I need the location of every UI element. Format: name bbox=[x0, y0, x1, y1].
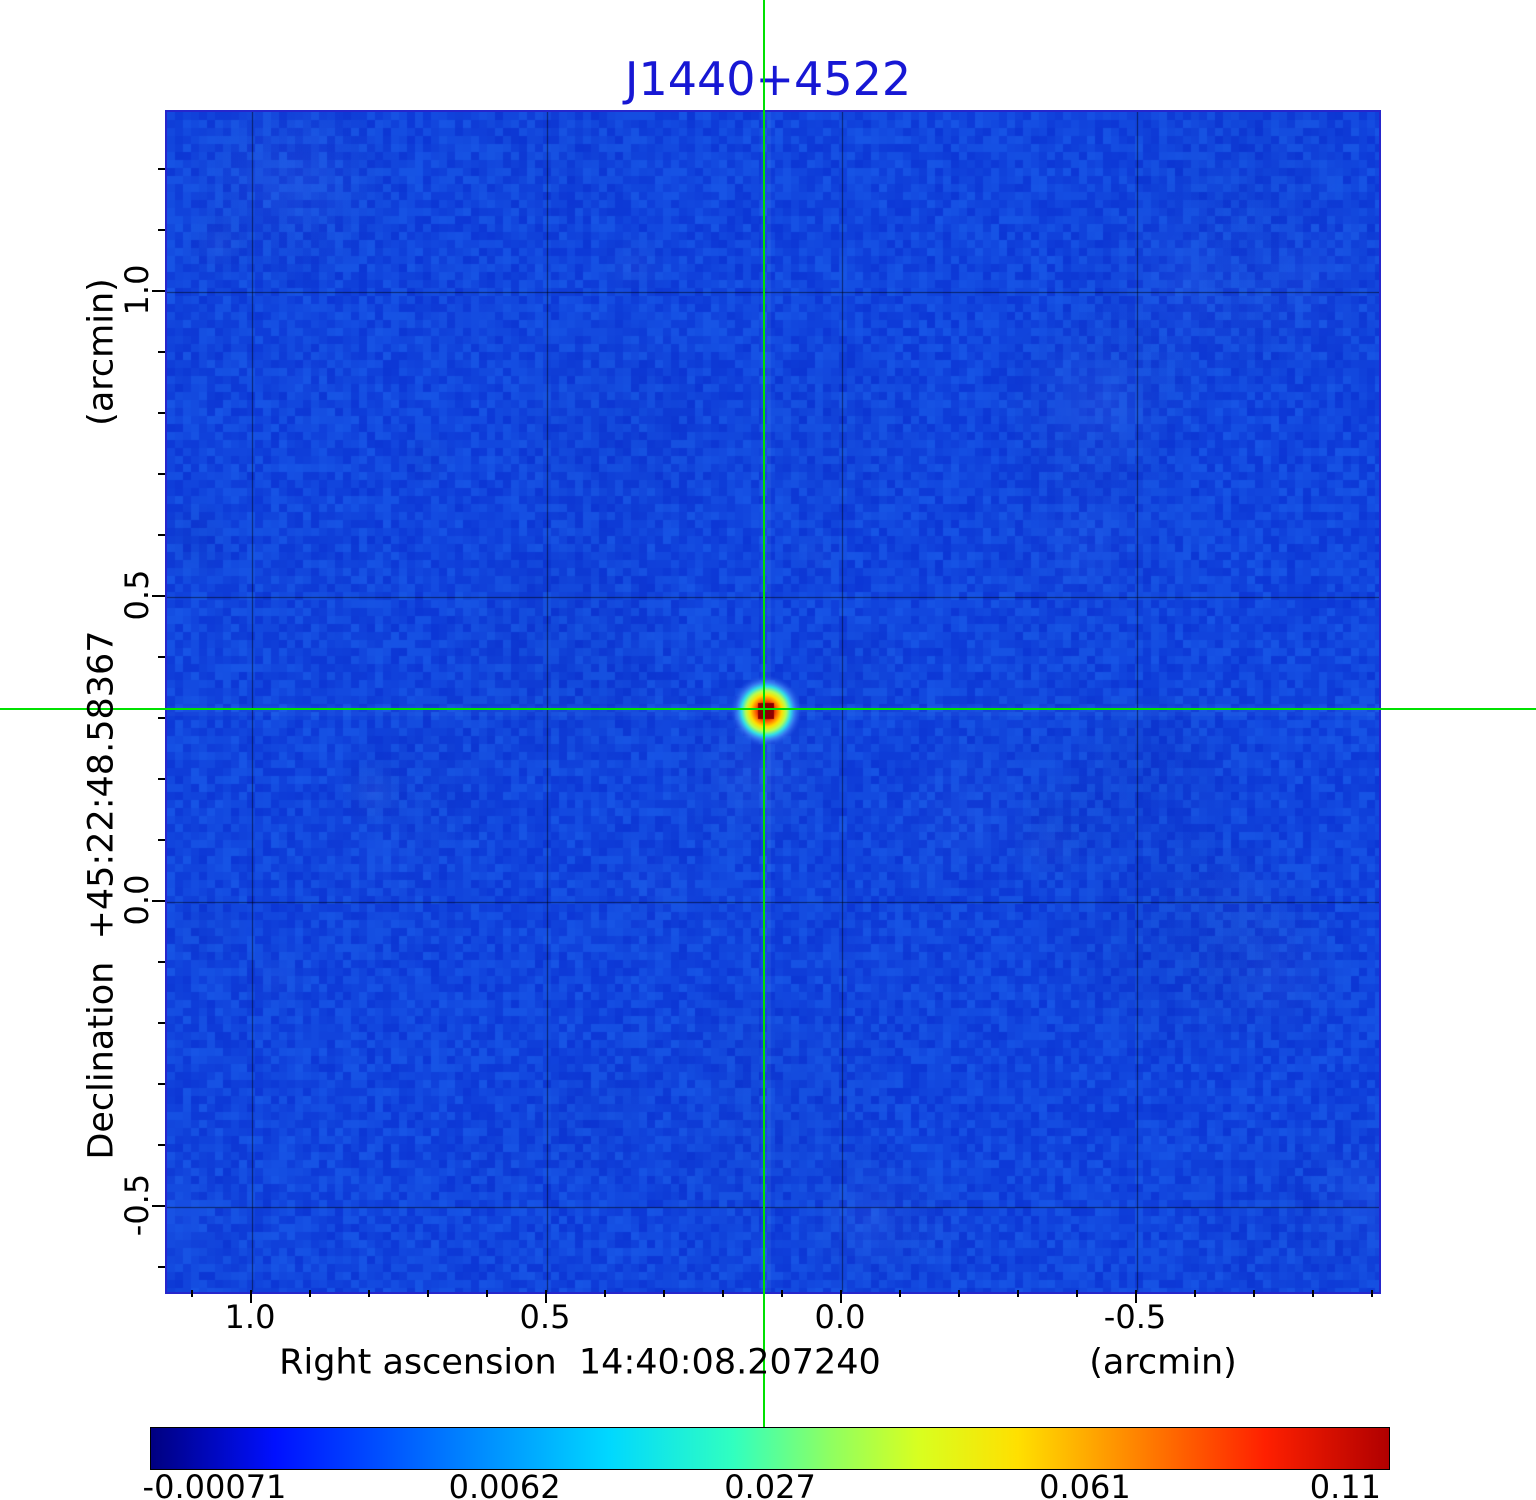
axis-tick bbox=[427, 1290, 429, 1297]
axis-tick bbox=[191, 1290, 193, 1297]
axis-tick bbox=[840, 1290, 842, 1303]
axis-tick bbox=[152, 595, 165, 597]
colorbar-tick-label: -0.00071 bbox=[142, 1468, 287, 1500]
crosshair-vertical-line bbox=[763, 0, 765, 1427]
axis-tick bbox=[899, 1290, 901, 1297]
axis-tick bbox=[158, 229, 165, 231]
axis-tick bbox=[158, 961, 165, 963]
axis-tick bbox=[158, 778, 165, 780]
axis-tick bbox=[1194, 1290, 1196, 1297]
axis-tick bbox=[1135, 1290, 1137, 1303]
axis-tick bbox=[158, 1144, 165, 1146]
axis-tick bbox=[663, 1290, 665, 1297]
x-tick-label: 0.0 bbox=[814, 1298, 866, 1336]
axis-tick bbox=[158, 412, 165, 414]
axis-tick bbox=[158, 656, 165, 658]
axis-tick bbox=[604, 1290, 606, 1297]
axis-tick bbox=[158, 839, 165, 841]
x-axis-label: Right ascension 14:40:08.207240 bbox=[279, 1342, 881, 1383]
y-axis-unit-label: (arcmin) bbox=[81, 278, 122, 426]
x-tick-label: -0.5 bbox=[1103, 1298, 1167, 1336]
axis-tick bbox=[158, 1022, 165, 1024]
axis-tick bbox=[1017, 1290, 1019, 1297]
colorbar bbox=[150, 1427, 1390, 1470]
axis-tick bbox=[486, 1290, 488, 1297]
axis-tick bbox=[958, 1290, 960, 1297]
axis-tick bbox=[250, 1290, 252, 1303]
axis-tick bbox=[158, 473, 165, 475]
y-axis-label: Declination +45:22:48.58367 bbox=[81, 630, 122, 1160]
colorbar-tick-label: 0.0062 bbox=[448, 1468, 561, 1500]
colorbar-tick-label: 0.061 bbox=[1039, 1468, 1131, 1500]
axis-tick bbox=[158, 1266, 165, 1268]
axis-tick bbox=[1312, 1290, 1314, 1297]
axis-tick bbox=[158, 1083, 165, 1085]
colorbar-tick-label: 0.11 bbox=[1309, 1468, 1381, 1500]
colorbar-tick-label: 0.027 bbox=[724, 1468, 816, 1500]
axis-tick bbox=[158, 168, 165, 170]
axis-tick bbox=[1076, 1290, 1078, 1297]
axis-tick bbox=[158, 534, 165, 536]
x-tick-label: 0.5 bbox=[519, 1298, 571, 1336]
axis-tick bbox=[545, 1290, 547, 1303]
axis-tick bbox=[781, 1290, 783, 1297]
axis-tick bbox=[158, 351, 165, 353]
axis-tick bbox=[1371, 1290, 1373, 1297]
y-tick-label: -0.5 bbox=[118, 1173, 156, 1237]
x-axis-unit-label: (arcmin) bbox=[1089, 1342, 1237, 1383]
x-tick-label: 1.0 bbox=[224, 1298, 276, 1336]
axis-tick bbox=[722, 1290, 724, 1297]
axis-tick bbox=[309, 1290, 311, 1297]
sky-image-panel bbox=[165, 110, 1381, 1294]
axis-tick bbox=[152, 900, 165, 902]
axis-tick bbox=[152, 290, 165, 292]
y-tick-label: 1.0 bbox=[118, 264, 156, 316]
y-tick-label: 0.0 bbox=[118, 874, 156, 926]
axis-tick bbox=[1253, 1290, 1255, 1297]
axis-tick bbox=[158, 717, 165, 719]
axis-tick bbox=[368, 1290, 370, 1297]
sky-image-canvas bbox=[167, 112, 1379, 1292]
crosshair-horizontal-line bbox=[0, 708, 1536, 710]
plot-title: J1440+4522 bbox=[624, 52, 912, 106]
axis-tick bbox=[152, 1205, 165, 1207]
y-tick-label: 0.5 bbox=[118, 569, 156, 621]
